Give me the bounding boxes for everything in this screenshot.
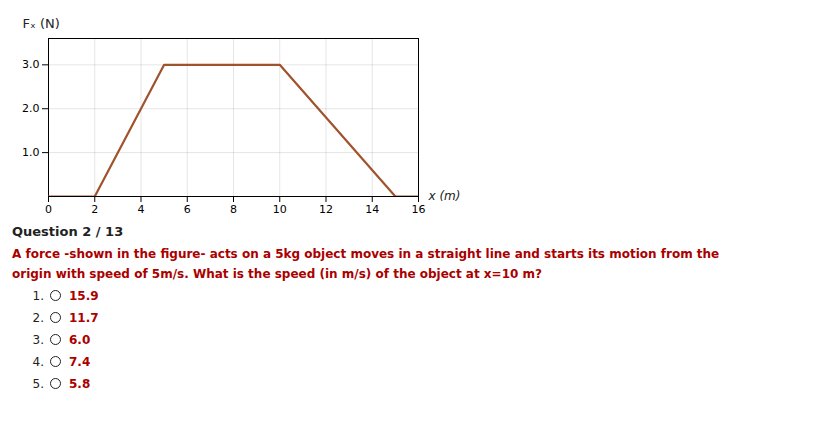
svg-text:10: 10	[273, 203, 287, 216]
svg-text:14: 14	[365, 203, 379, 216]
svg-text:6: 6	[184, 203, 191, 216]
svg-text:3.0: 3.0	[22, 58, 40, 71]
html-text:2.: 2.	[32, 310, 44, 325]
html-text:5.8: 5.8	[69, 376, 91, 391]
svg-text:x (m): x (m)	[428, 189, 461, 203]
html-text:7.4: 7.4	[69, 354, 91, 369]
svg-text:0: 0	[45, 203, 52, 216]
html-text:A force -shown in the figure-: A force -shown in the figure- acts on a …	[12, 247, 720, 261]
html-text:Question 2 / 13: Question 2 / 13	[12, 224, 124, 239]
svg-text:1.0: 1.0	[22, 146, 40, 159]
html-text:origin with speed of 5m/s. Wha: origin with speed of 5m/s. What is the s…	[12, 267, 542, 281]
html-text:3.: 3.	[32, 332, 44, 347]
html-text:1.: 1.	[32, 288, 44, 303]
svg-text:2: 2	[91, 203, 98, 216]
svg-text:12: 12	[319, 203, 333, 216]
html-text:11.7: 11.7	[69, 310, 99, 325]
html-text:6.0: 6.0	[69, 332, 91, 347]
svg-text:Fₓ (N): Fₓ (N)	[23, 16, 60, 31]
svg-text:4: 4	[138, 203, 145, 216]
html-text:4.: 4.	[32, 354, 44, 369]
svg-text:16: 16	[412, 203, 426, 216]
html-text:5.: 5.	[32, 376, 44, 391]
html-text:15.9: 15.9	[69, 288, 99, 303]
svg-text:2.0: 2.0	[22, 102, 40, 115]
svg-text:8: 8	[230, 203, 237, 216]
